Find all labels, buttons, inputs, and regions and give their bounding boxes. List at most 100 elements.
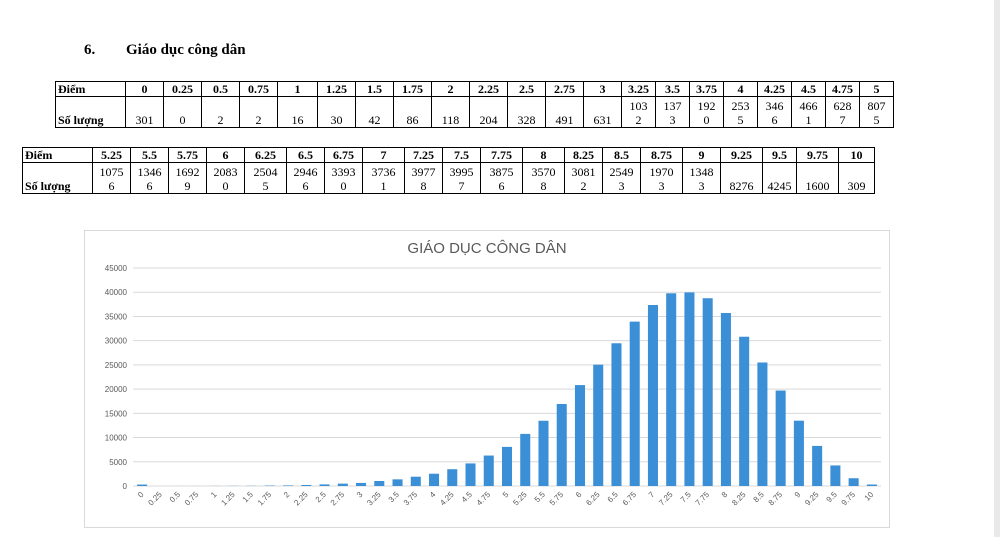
count-cell: 16 bbox=[277, 96, 318, 128]
count-cell: 3995 7 bbox=[442, 162, 481, 194]
bar bbox=[593, 364, 604, 486]
score-cell: 7 bbox=[362, 147, 405, 163]
bar bbox=[337, 483, 348, 486]
count-cell: 2504 5 bbox=[244, 162, 287, 194]
x-tick-label: 6 bbox=[574, 490, 584, 500]
count-cell: 8276 bbox=[720, 162, 763, 194]
y-tick-label: 30000 bbox=[105, 337, 128, 346]
x-tick-label: 6.25 bbox=[584, 490, 602, 508]
bar bbox=[447, 469, 458, 486]
bar bbox=[629, 321, 640, 486]
score-table-1: Điểm 0 0.25 0.5 0.75 1 1.25 1.5 1.75 2 2.25 2.5 2.75… bbox=[55, 81, 894, 128]
score-cell: 8 bbox=[522, 147, 565, 163]
score-cell: 7.75 bbox=[480, 147, 523, 163]
count-cell: 309 bbox=[838, 162, 875, 194]
count-cell: 301 bbox=[125, 96, 164, 128]
x-tick-label: 3 bbox=[355, 490, 365, 500]
x-tick-label: 3.25 bbox=[365, 490, 383, 508]
x-tick-label: 2.75 bbox=[329, 490, 347, 508]
score-cell: 4.5 bbox=[791, 81, 826, 97]
bar bbox=[647, 305, 658, 486]
score-cell: 2.5 bbox=[507, 81, 546, 97]
section-heading: 6. Giáo dục công dân bbox=[84, 42, 246, 59]
bar bbox=[374, 481, 385, 486]
bar bbox=[137, 484, 148, 486]
header-label: Điểm bbox=[22, 147, 93, 163]
x-tick-label: 3.75 bbox=[402, 490, 420, 508]
count-cell: 1348 3 bbox=[682, 162, 721, 194]
score-cell: 9.25 bbox=[720, 147, 763, 163]
score-cell: 0.5 bbox=[201, 81, 240, 97]
count-cell: 30 bbox=[317, 96, 356, 128]
bar bbox=[739, 336, 750, 486]
count-cell: 1346 6 bbox=[130, 162, 169, 194]
x-tick-label: 9.5 bbox=[825, 490, 840, 505]
count-cell: 466 1 bbox=[791, 96, 826, 128]
x-tick-label: 9.75 bbox=[840, 490, 858, 508]
score-cell: 8.25 bbox=[564, 147, 603, 163]
header-label: Điểm bbox=[55, 81, 126, 97]
count-cell: 3081 2 bbox=[564, 162, 603, 194]
x-tick-label: 5.25 bbox=[511, 490, 529, 508]
x-tick-label: 0.25 bbox=[146, 490, 164, 508]
score-cell: 1.75 bbox=[393, 81, 432, 97]
count-cell: 4245 bbox=[762, 162, 797, 194]
count-cell: 2946 6 bbox=[286, 162, 325, 194]
count-cell: 1075 6 bbox=[92, 162, 131, 194]
count-cell: 3570 8 bbox=[522, 162, 565, 194]
score-cell: 9 bbox=[682, 147, 721, 163]
x-tick-label: 0 bbox=[136, 490, 146, 500]
x-tick-label: 7 bbox=[647, 490, 657, 500]
y-tick-label: 10000 bbox=[105, 434, 128, 443]
bar bbox=[666, 293, 677, 486]
count-cell: 118 bbox=[431, 96, 470, 128]
bar bbox=[556, 403, 567, 486]
bar bbox=[283, 485, 294, 486]
x-tick-label: 4 bbox=[428, 490, 438, 500]
score-cell: 2.75 bbox=[545, 81, 584, 97]
x-tick-label: 6.75 bbox=[621, 490, 639, 508]
score-cell: 3.25 bbox=[621, 81, 656, 97]
count-cell: 1600 bbox=[796, 162, 839, 194]
section-number: 6. bbox=[84, 42, 96, 58]
x-tick-label: 5.75 bbox=[548, 490, 566, 508]
x-tick-label: 8.25 bbox=[730, 490, 748, 508]
x-tick-label: 6.5 bbox=[606, 490, 621, 505]
count-cell: 1970 3 bbox=[640, 162, 683, 194]
score-cell: 7.25 bbox=[404, 147, 443, 163]
count-cell: 346 6 bbox=[757, 96, 792, 128]
count-cell: 3977 8 bbox=[404, 162, 443, 194]
section-title: Giáo dục công dân bbox=[126, 42, 246, 58]
score-cell: 8.5 bbox=[602, 147, 641, 163]
score-cell: 0 bbox=[125, 81, 164, 97]
score-cell: 2 bbox=[431, 81, 470, 97]
bar bbox=[356, 482, 367, 486]
score-cell: 3.75 bbox=[689, 81, 724, 97]
x-tick-label: 2.25 bbox=[292, 490, 310, 508]
score-cell: 6.75 bbox=[324, 147, 363, 163]
x-tick-label: 2.5 bbox=[314, 490, 329, 505]
count-cell: 3736 1 bbox=[362, 162, 405, 194]
bar bbox=[301, 485, 312, 486]
y-tick-label: 15000 bbox=[105, 409, 128, 418]
count-cell: 192 0 bbox=[689, 96, 724, 128]
count-cell: 1692 9 bbox=[168, 162, 207, 194]
count-cell: 0 bbox=[163, 96, 202, 128]
score-cell: 0.25 bbox=[163, 81, 202, 97]
score-cell: 3.5 bbox=[655, 81, 690, 97]
bar bbox=[702, 298, 713, 486]
x-tick-label: 1.25 bbox=[219, 490, 237, 508]
y-tick-label: 5000 bbox=[109, 458, 127, 467]
x-tick-label: 2 bbox=[282, 490, 292, 500]
score-cell: 4.75 bbox=[825, 81, 860, 97]
value-label: Số lượng bbox=[55, 96, 126, 128]
y-tick-label: 20000 bbox=[105, 385, 128, 394]
bar bbox=[684, 292, 695, 486]
scrollbar-track[interactable] bbox=[994, 0, 1000, 537]
count-cell: 2 bbox=[239, 96, 278, 128]
bar bbox=[793, 420, 804, 486]
score-cell: 9.75 bbox=[796, 147, 839, 163]
bar bbox=[520, 433, 531, 486]
score-cell: 5.75 bbox=[168, 147, 207, 163]
score-cell: 1.25 bbox=[317, 81, 356, 97]
